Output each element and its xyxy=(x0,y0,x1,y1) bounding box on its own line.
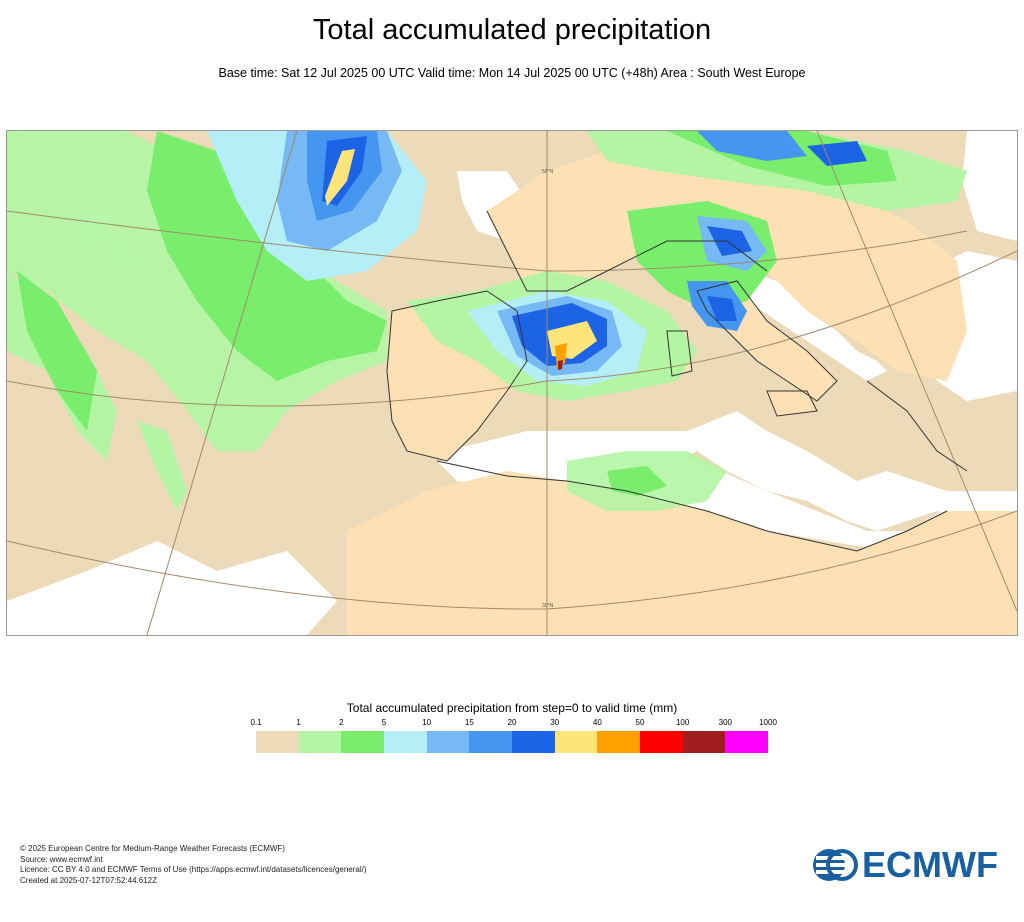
graticule xyxy=(7,131,1017,635)
legend-tick-label: 40 xyxy=(592,718,602,727)
alps-rain-darkblue xyxy=(707,226,752,256)
legend-swatch xyxy=(256,731,299,753)
legend-tick-label: 50 xyxy=(635,718,645,727)
legend-swatch xyxy=(384,731,427,753)
parallel-line xyxy=(7,210,968,272)
legend-swatch xyxy=(640,731,683,753)
precipitation-map: 50°N 30°N xyxy=(6,130,1018,636)
no-rain-patch xyxy=(962,131,1017,241)
legend-ticks: 0.1 1 2 5 10 15 20 30 40 50 100 300 1000 xyxy=(0,718,1024,730)
africa-rain-moderate xyxy=(607,466,667,496)
lat-label-30: 30°N xyxy=(542,603,554,609)
rain-band-light xyxy=(137,421,187,511)
sicily-land xyxy=(767,391,817,416)
lat-label-50: 50°N xyxy=(542,169,554,175)
rain-band-yellow xyxy=(325,149,355,206)
legend-tick-label: 300 xyxy=(718,718,733,727)
sicily-coast xyxy=(766,390,818,417)
iberia-coast xyxy=(386,290,528,462)
chart-title: Total accumulated precipitation xyxy=(312,14,712,46)
legend-tick-label: 15 xyxy=(464,718,474,727)
no-rain-patch xyxy=(7,541,337,635)
rain-band-blue xyxy=(697,131,807,161)
italy-coast xyxy=(696,280,838,402)
map-canvas: 50°N 30°N xyxy=(7,131,1017,635)
meridian-line xyxy=(816,131,1017,612)
footer: © 2025 European Centre for Medium-Range … xyxy=(20,844,367,886)
legend-tick-label: 1 xyxy=(296,718,301,727)
legend-swatch xyxy=(341,731,385,753)
ecmwf-logo: ECMWF xyxy=(812,844,1008,885)
legend-swatch xyxy=(682,731,726,753)
legend-colorbar xyxy=(256,731,769,753)
legend-tick-label: 20 xyxy=(507,718,517,727)
france-rain-darkred xyxy=(558,360,563,370)
coastlines xyxy=(386,210,968,552)
island-coast xyxy=(666,330,693,377)
legend-swatch xyxy=(725,731,769,753)
footer-licence: Licence: CC BY 4.0 and ECMWF Terms of Us… xyxy=(20,865,367,874)
legend-tick-label: 0.1 xyxy=(250,718,262,727)
legend-title: Total accumulated precipitation from ste… xyxy=(346,701,678,715)
adriatic-sea xyxy=(747,271,887,381)
greece-coast xyxy=(866,380,968,472)
central-europe-land xyxy=(487,151,967,381)
legend-tick-label: 1000 xyxy=(759,718,777,727)
france-coast xyxy=(486,210,768,292)
legend-tick-label: 30 xyxy=(550,718,560,727)
legend-tick-label: 2 xyxy=(339,718,344,727)
rain-band-moderate xyxy=(147,131,387,381)
chart-subtitle: Base time: Sat 12 Jul 2025 00 UTC Valid … xyxy=(218,66,806,80)
footer-copyright: © 2025 European Centre for Medium-Range … xyxy=(20,844,285,853)
legend-tick-label: 100 xyxy=(675,718,690,727)
mediterranean-sea xyxy=(447,411,1017,531)
meridian-line xyxy=(146,131,298,635)
legend-tick-label: 10 xyxy=(422,718,432,727)
legend-swatch xyxy=(512,731,555,753)
africa-coast xyxy=(436,460,948,552)
ecmwf-logo-text: ECMWF xyxy=(862,844,998,885)
italy-rain-darkblue xyxy=(707,296,737,321)
legend-swatch xyxy=(597,731,641,753)
ecmwf-logo-icon xyxy=(813,849,858,881)
north-africa-land xyxy=(347,471,1017,635)
legend-swatch xyxy=(298,731,342,753)
footer-source: Source: www.ecmwf.int xyxy=(20,854,103,864)
rain-band-darkblue xyxy=(807,141,867,166)
legend-swatch xyxy=(426,731,470,753)
rain-band-moderate xyxy=(17,271,97,431)
legend-swatch xyxy=(554,731,598,753)
legend-swatch xyxy=(469,731,513,753)
legend-tick-label: 5 xyxy=(381,718,387,727)
footer-created: Created at 2025-07-12T07:52:44.612Z xyxy=(20,875,157,885)
